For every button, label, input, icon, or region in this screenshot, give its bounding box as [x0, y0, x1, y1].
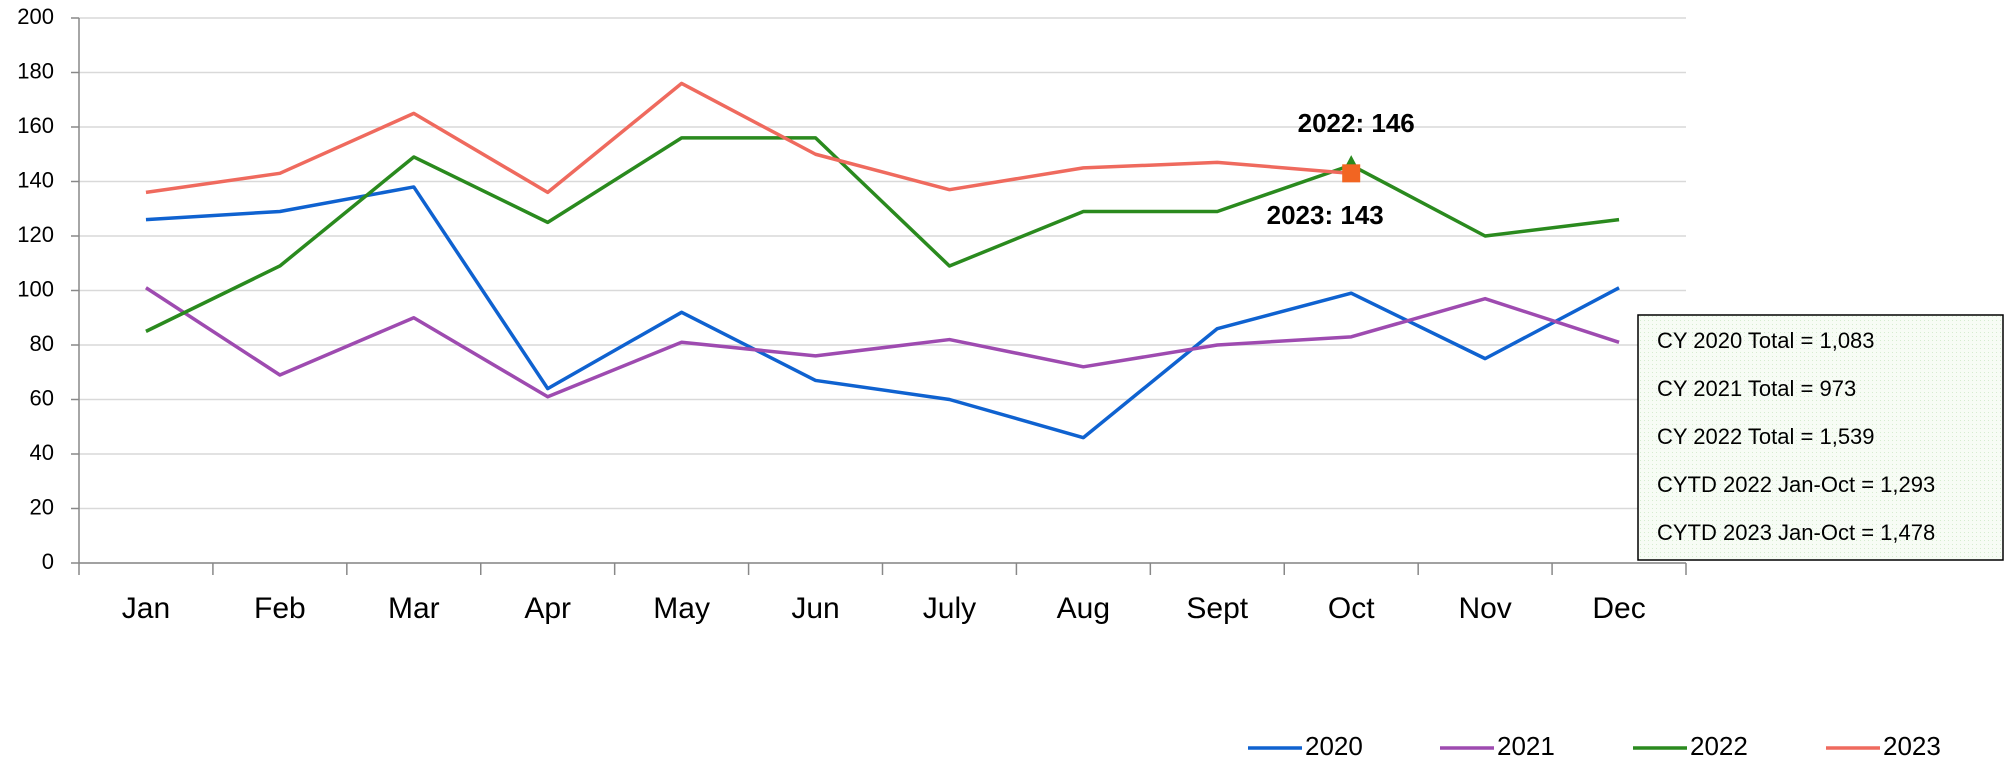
y-tick-label: 140 — [17, 167, 54, 192]
x-tick-label: Jun — [791, 592, 839, 625]
annotation: 2022: 146 — [1298, 108, 1415, 138]
legend-label: 2023 — [1883, 731, 1941, 761]
y-tick-label: 80 — [30, 331, 54, 356]
x-tick-label: Apr — [524, 592, 571, 625]
y-tick-label: 100 — [17, 276, 54, 301]
y-tick-label: 40 — [30, 440, 54, 465]
text-box-line: CYTD 2023 Jan-Oct = 1,478 — [1657, 520, 1935, 545]
x-tick-label: May — [653, 592, 710, 625]
text-box-line: CY 2020 Total = 1,083 — [1657, 328, 1875, 353]
text-box — [1637, 314, 2004, 561]
legend-label: 2020 — [1305, 731, 1363, 761]
legend-label: 2022 — [1690, 731, 1748, 761]
legend-label: 2021 — [1497, 731, 1555, 761]
x-tick-label: July — [923, 592, 976, 625]
text-box-line: CY 2022 Total = 1,539 — [1657, 424, 1875, 449]
x-tick-label: Dec — [1592, 592, 1645, 625]
x-tick-label: Aug — [1057, 592, 1110, 625]
point-marker — [1342, 164, 1361, 183]
x-tick-label: Jan — [122, 592, 170, 625]
x-tick-label: Sept — [1186, 592, 1248, 625]
text-box-line: CYTD 2022 Jan-Oct = 1,293 — [1657, 472, 1935, 497]
x-tick-label: Nov — [1458, 592, 1511, 625]
series-line — [145, 185, 1620, 440]
annotation: 2023: 143 — [1267, 200, 1384, 230]
y-tick-label: 120 — [17, 222, 54, 247]
series-line — [145, 136, 1620, 333]
y-tick-label: 0 — [42, 549, 54, 574]
y-tick-label: 20 — [30, 494, 54, 519]
x-tick-label: Oct — [1328, 592, 1375, 625]
series-line — [145, 286, 1620, 399]
y-tick-label: 180 — [17, 58, 54, 83]
x-tick-label: Feb — [254, 592, 306, 625]
y-tick-label: 160 — [17, 113, 54, 138]
text-box-line: CY 2021 Total = 973 — [1657, 376, 1856, 401]
x-tick-label: Mar — [388, 592, 440, 625]
series-line — [145, 81, 1352, 195]
y-tick-label: 200 — [17, 4, 54, 29]
y-tick-label: 60 — [30, 385, 54, 410]
